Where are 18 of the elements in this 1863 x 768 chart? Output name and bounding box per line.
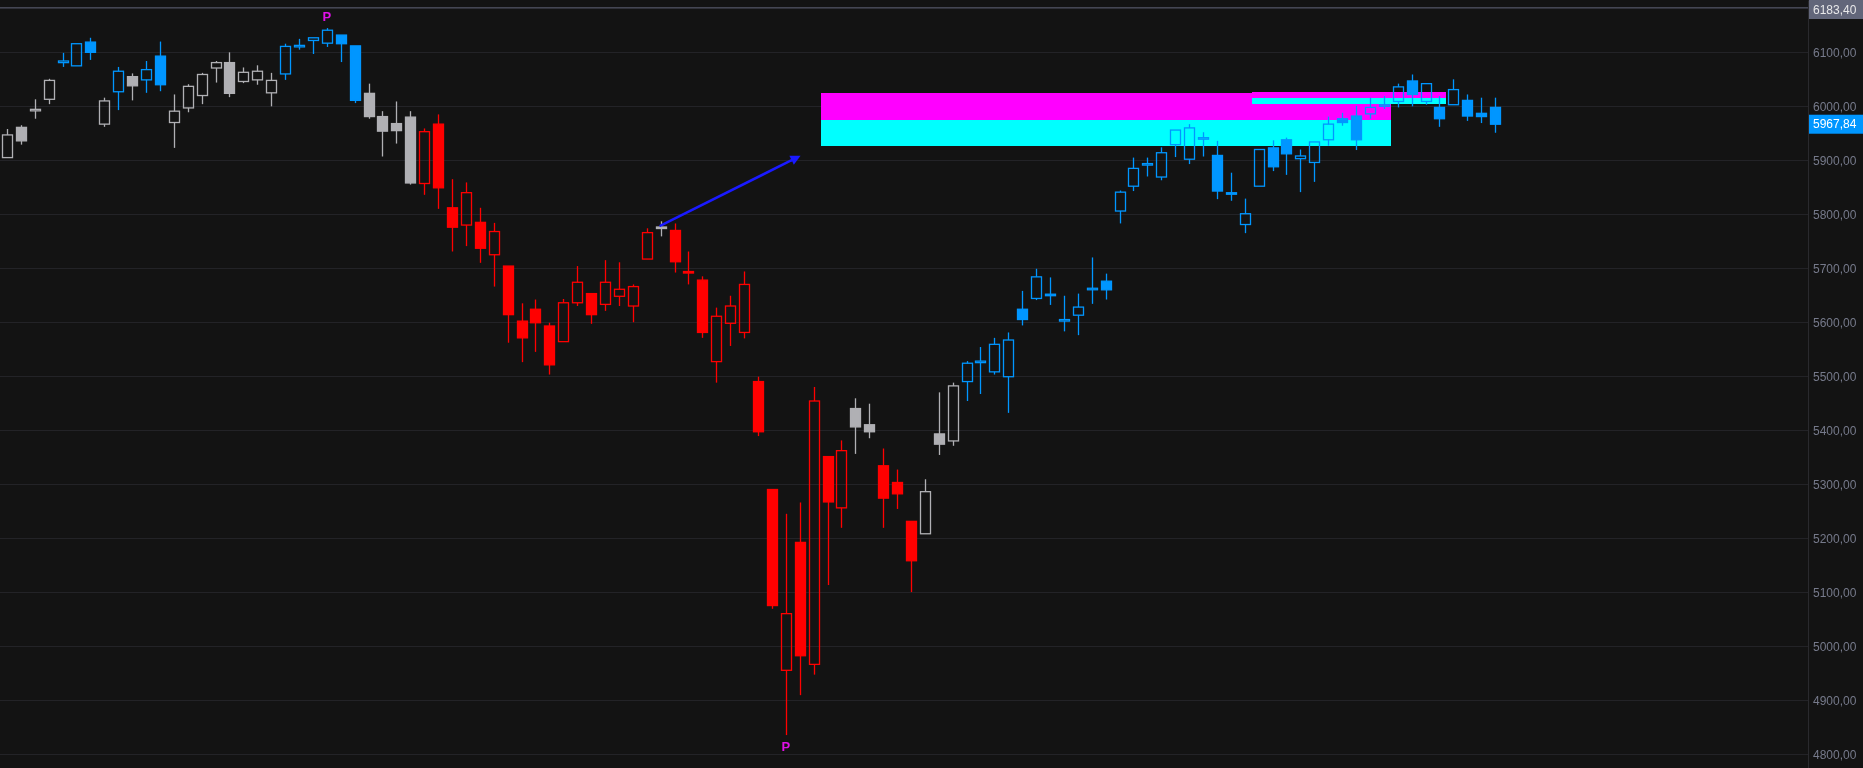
text: 5967,84 [1813, 117, 1857, 132]
y-tick-label: 5300,00 [1813, 477, 1857, 492]
y-tick-label: 5700,00 [1813, 262, 1857, 277]
y-tick-label: 5000,00 [1813, 639, 1857, 654]
annotation: P [781, 738, 791, 754]
y-tick-label: 4800,00 [1813, 747, 1857, 762]
ref-line-label: 6183,40 [1813, 2, 1857, 17]
y-tick-label: 5900,00 [1813, 154, 1857, 169]
y-tick-label: 4900,00 [1813, 693, 1857, 708]
annotation: P [322, 8, 332, 24]
y-tick-label: 6100,00 [1813, 46, 1857, 61]
y-tick-label: 6000,00 [1813, 100, 1857, 115]
y-tick-label: 5500,00 [1813, 370, 1857, 385]
y-tick-label: 5600,00 [1813, 316, 1857, 331]
y-tick-label: 5100,00 [1813, 585, 1857, 600]
y-tick-label: 5200,00 [1813, 531, 1857, 546]
y-tick-label: 5400,00 [1813, 424, 1857, 439]
y-tick-label: 5800,00 [1813, 208, 1857, 223]
